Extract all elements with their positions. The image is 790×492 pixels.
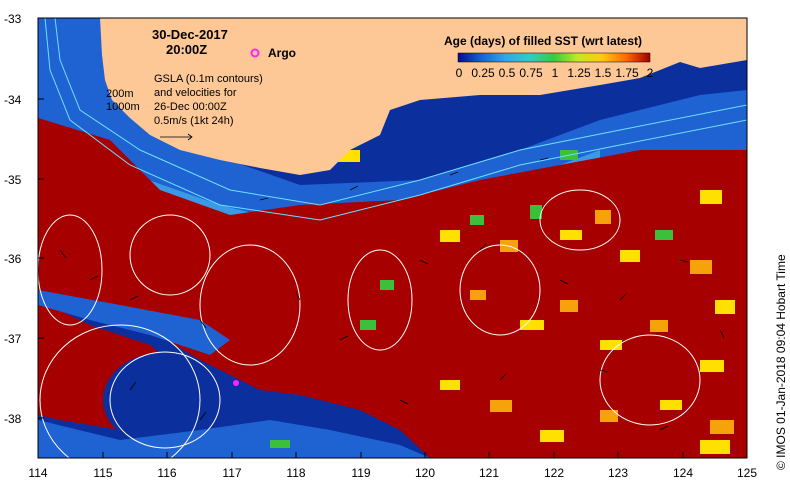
gsla-contours xyxy=(38,189,701,458)
y-tick-label: -37 xyxy=(4,332,22,346)
x-tick-label: 122 xyxy=(543,466,565,480)
mid-blue-tongue xyxy=(38,290,230,355)
plot-frame xyxy=(37,17,748,459)
x-tick-label: 118 xyxy=(286,466,306,480)
x-tick-label: 120 xyxy=(414,466,436,480)
argo-legend-marker xyxy=(250,48,260,58)
x-tick-label: 116 xyxy=(157,466,177,480)
x-tick-label: 123 xyxy=(607,466,629,480)
x-tick-label: 119 xyxy=(351,466,371,480)
velocity-arrows xyxy=(59,133,725,431)
bathymetry-contours xyxy=(44,18,747,221)
colorbar-title: Age (days) of filled SST (wrt latest) xyxy=(444,34,643,48)
gsla-line-2: and velocities for xyxy=(154,87,237,99)
colorbar-tick: 0 xyxy=(455,66,463,80)
axis-ticks xyxy=(37,17,748,458)
land-southeast xyxy=(690,18,747,38)
y-tick-label: -34 xyxy=(4,93,22,107)
colorbar-tick: 1.25 xyxy=(567,66,591,80)
gsla-line-1: GSLA (0.1m contours) xyxy=(154,73,263,85)
imos-credit: © IMOS 01-Jan-2018 09:04 Hobart Time xyxy=(774,254,788,470)
x-tick-label: 117 xyxy=(222,466,242,480)
colorbar-tick: 2 xyxy=(646,66,654,80)
x-tick-label: 114 xyxy=(28,466,48,480)
y-tick-label: -33 xyxy=(4,12,22,26)
x-tick-label: 125 xyxy=(736,466,758,480)
argo-label: Argo xyxy=(268,46,296,60)
warm-speckles xyxy=(270,150,735,454)
colorbar-tick: 1 xyxy=(551,66,559,80)
y-tick-label: -38 xyxy=(4,412,22,426)
colorbar-tick: 0.25 xyxy=(471,66,495,80)
colorbar-tick: 0.75 xyxy=(519,66,543,80)
colorbar-tick: 1.75 xyxy=(615,66,639,80)
time-label: 20:00Z xyxy=(166,42,208,57)
date-label: 30-Dec-2017 xyxy=(152,27,228,42)
gsla-legend: GSLA (0.1m contours) and velocities for … xyxy=(154,72,263,128)
argo-float-marker xyxy=(233,380,239,386)
colorbar-gradient xyxy=(457,52,651,63)
southwest-blue xyxy=(38,420,430,458)
gsla-line-4: 0.5m/s (1kt 24h) xyxy=(154,115,234,127)
y-tick-label: -36 xyxy=(4,252,22,266)
contour-1000m-label: 1000m xyxy=(106,101,140,113)
y-tick-label: -35 xyxy=(4,173,22,187)
x-tick-label: 121 xyxy=(478,466,500,480)
gsla-line-3: 26-Dec 00:00Z xyxy=(154,101,227,113)
x-tick-label: 124 xyxy=(672,466,694,480)
colorbar-tick: 0.5 xyxy=(498,66,516,80)
contour-200m-label: 200m xyxy=(106,88,134,100)
x-tick-label: 115 xyxy=(93,466,113,480)
colorbar-tick: 1.5 xyxy=(594,66,612,80)
